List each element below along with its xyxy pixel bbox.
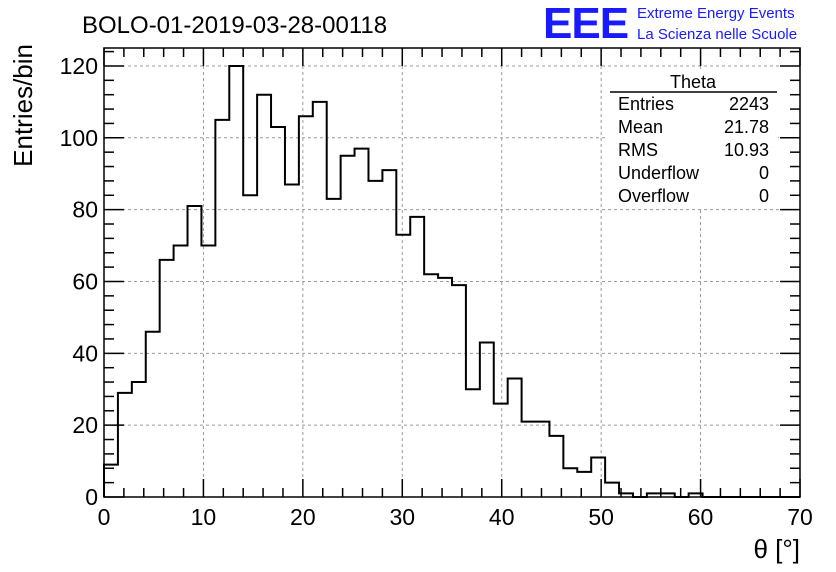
x-tick-label: 30: [389, 504, 415, 530]
histogram-bin-3: [146, 332, 160, 497]
x-tick-label: 40: [489, 504, 515, 530]
histogram-bin-9: [229, 66, 243, 497]
stats-label: RMS: [618, 140, 658, 160]
stats-label: Entries: [618, 94, 674, 114]
y-tick-label: 40: [72, 340, 98, 366]
histogram-bin-0: [104, 465, 118, 497]
histogram-bin-12: [271, 127, 285, 497]
histogram-bin-8: [215, 120, 229, 497]
x-tick-label: 60: [688, 504, 714, 530]
x-axis-label: θ [°]: [753, 534, 800, 564]
histogram-bin-35: [591, 457, 605, 497]
histogram-bin-13: [285, 184, 299, 497]
x-tick-label: 0: [98, 504, 111, 530]
stats-value: 10.93: [724, 140, 769, 160]
histogram-bin-36: [605, 483, 619, 497]
x-tick-label: 20: [290, 504, 316, 530]
stats-value: 0: [759, 163, 769, 183]
stats-rows: Entries 2243 Mean 21.78 RMS 10.93 Underflow 0 Ov…: [618, 94, 769, 206]
histogram-bin-15: [313, 102, 327, 497]
y-axis-label: Entries/bin: [8, 44, 38, 167]
eee-logo-mark: EEE: [543, 0, 629, 48]
histogram-bin-34: [577, 472, 591, 497]
histogram-bin-27: [480, 343, 494, 497]
histogram-bin-30: [522, 422, 536, 497]
x-tick-label: 70: [787, 504, 813, 530]
histogram-bin-29: [508, 378, 522, 497]
y-tick-label: 100: [60, 125, 98, 151]
histogram-bin-11: [257, 95, 271, 497]
x-tick-label: 10: [191, 504, 217, 530]
histogram-bin-19: [368, 181, 382, 497]
histogram-bin-23: [424, 274, 438, 497]
histogram-bin-7: [201, 246, 215, 497]
stats-title: Theta: [670, 72, 717, 92]
y-tick-label: 0: [85, 484, 98, 510]
chart-title: BOLO-01-2019-03-28-00118: [82, 12, 387, 39]
histogram-bin-5: [174, 246, 188, 497]
histogram-bin-20: [382, 170, 396, 497]
histogram-bin-1: [118, 393, 132, 497]
histogram-bin-25: [452, 285, 466, 497]
histogram-bin-28: [494, 404, 508, 497]
x-tick-labels: 0 10 20 30 40 50 60 70: [98, 504, 813, 530]
stats-label: Underflow: [618, 163, 700, 183]
histogram-bin-33: [563, 468, 577, 497]
y-tick-label: 60: [72, 268, 98, 294]
histogram-bin-18: [355, 149, 369, 497]
histogram-bin-24: [438, 278, 452, 497]
histogram-bin-14: [299, 116, 313, 497]
histogram-bin-22: [410, 217, 424, 497]
stats-box: Theta Entries 2243 Mean 21.78 RMS 10.93 Underf…: [608, 72, 778, 208]
histogram-bin-10: [243, 195, 257, 497]
histogram-bin-6: [188, 206, 202, 497]
histogram-bin-21: [396, 235, 410, 497]
y-tick-label: 20: [72, 412, 98, 438]
stats-value: 0: [759, 186, 769, 206]
axis-ticks: [103, 48, 801, 498]
stats-label: Overflow: [618, 186, 690, 206]
histogram-bin-2: [132, 382, 146, 497]
stats-value: 21.78: [724, 117, 769, 137]
y-tick-label: 120: [60, 53, 98, 79]
plot-frame: [103, 47, 801, 498]
y-tick-labels: 0 20 40 60 80 100 120: [60, 53, 98, 510]
x-tick-label: 50: [588, 504, 614, 530]
histogram-bin-16: [327, 199, 341, 497]
stats-label: Mean: [618, 117, 663, 137]
histogram-bin-26: [466, 389, 480, 497]
histogram-bin-4: [160, 260, 174, 497]
logo-line-1: Extreme Energy Events: [637, 5, 795, 22]
histogram-bin-32: [549, 436, 563, 497]
histogram-bin-17: [341, 156, 355, 497]
histogram-bin-31: [536, 422, 550, 497]
y-tick-label: 80: [72, 197, 98, 223]
stats-value: 2243: [729, 94, 769, 114]
logo-line-2: La Scienza nelle Scuole: [637, 26, 798, 43]
eee-logo: EEE Extreme Energy Events La Scienza nel…: [543, 2, 833, 46]
